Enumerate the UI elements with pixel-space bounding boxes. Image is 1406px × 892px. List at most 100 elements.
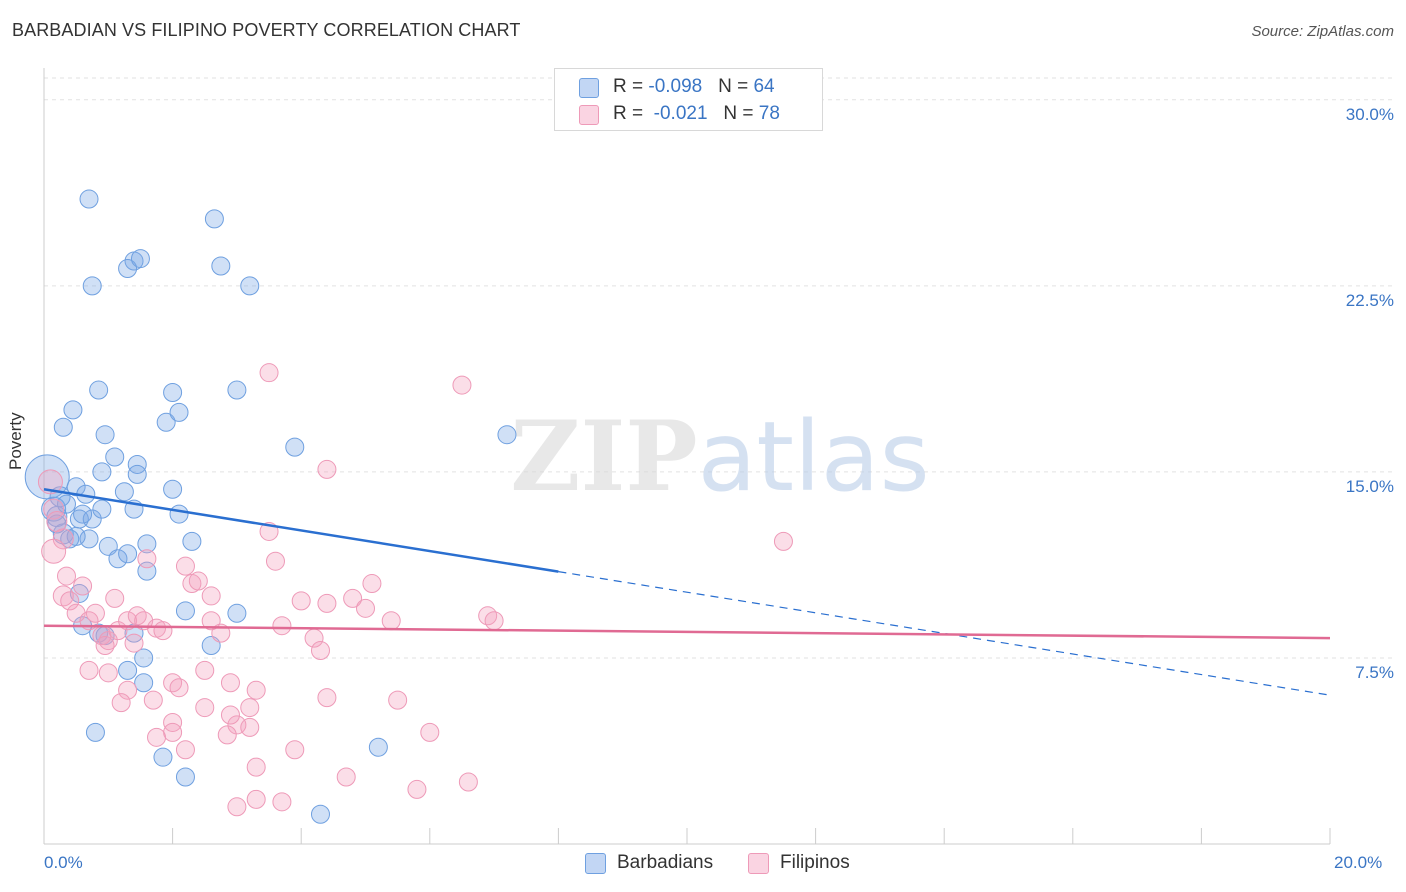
point-filipinos-67 [285,740,305,760]
point-filipinos-24 [201,586,221,606]
point-barbadians-41 [285,437,305,457]
bottom-legend-label-filipinos: Filipinos [780,852,850,873]
point-filipinos-40 [317,459,337,479]
point-filipinos-37 [310,641,330,661]
point-filipinos-55 [246,680,266,700]
legend-stat-barbadians: R = -0.098 N = 64 [613,76,775,97]
point-barbadians-22 [118,544,138,564]
point-barbadians-36 [182,531,202,551]
point-filipinos-33 [356,598,375,618]
y-axis-label: Poverty [6,412,25,470]
point-filipinos-50 [169,678,189,698]
axes [43,68,1331,845]
point-filipinos-56 [240,698,260,718]
point-filipinos-70 [388,690,408,710]
point-filipinos-23 [188,571,208,591]
point-filipinos-47 [111,693,131,713]
point-barbadians-29 [114,482,134,502]
legend-n-filipinos: 78 [758,103,780,124]
point-filipinos-11 [85,603,105,623]
point-barbadians-35 [169,504,189,524]
point-filipinos-62 [240,717,260,737]
point-barbadians-14 [82,276,102,296]
point-barbadians-7 [63,400,83,420]
point-filipinos-68 [317,688,337,708]
legend-swatch-blue [579,78,599,98]
point-filipinos-6 [52,585,74,607]
point-barbadians-38 [211,256,231,276]
point-filipinos-59 [163,722,183,742]
point-filipinos-75 [95,636,115,656]
point-barbadians-16 [92,499,112,519]
point-filipinos-66 [272,792,292,812]
point-filipinos-9 [73,576,93,596]
point-filipinos-46 [118,680,138,700]
point-filipinos-44 [79,660,99,680]
point-filipinos-4 [41,538,67,564]
y-tick-label-0: 7.5% [1355,662,1394,682]
point-filipinos-30 [291,591,311,611]
point-filipinos-58 [163,712,183,732]
point-filipinos-76 [153,621,173,641]
legend: R = -0.098 N = 64 R = -0.021 N = 78 [554,68,823,131]
point-filipinos-52 [195,660,215,680]
bottom-legend-label-barbadians: Barbadians [617,852,714,873]
point-filipinos-72 [420,722,440,742]
point-filipinos-14 [105,588,125,608]
point-filipinos-63 [246,757,266,777]
point-filipinos-73 [458,772,478,792]
point-barbadians-39 [240,276,260,296]
point-barbadians-5 [57,494,77,514]
point-filipinos-29 [272,616,292,636]
point-barbadians-58 [310,804,330,824]
point-barbadians-51 [175,601,195,621]
trend-lines [43,488,1331,696]
legend-r-filipinos: -0.021 [653,103,708,124]
chart-source: Source: ZipAtlas.com [1251,23,1394,40]
point-filipinos-34 [362,574,382,594]
gridlines [44,77,1393,659]
point-barbadians-62 [66,526,86,546]
point-barbadians-60 [73,504,93,524]
point-barbadians-13 [79,189,99,209]
y-tick-label-3: 30.0% [1345,104,1394,124]
point-filipinos-39 [452,375,472,395]
point-barbadians-12 [82,509,102,529]
trend-barbadians-solid [43,488,559,573]
point-barbadians-32 [163,383,183,403]
point-barbadians-40 [227,380,247,400]
point-filipinos-60 [147,727,167,747]
legend-n-barbadians: 64 [753,76,775,97]
point-filipinos-32 [343,588,363,608]
point-barbadians-52 [227,603,247,623]
legend-stat-filipinos: R = -0.021 N = 78 [613,103,780,124]
point-barbadians-55 [153,747,173,767]
point-filipinos-71 [407,779,427,799]
point-filipinos-41 [478,606,498,626]
point-barbadians-17 [92,462,112,482]
point-barbadians-21 [108,549,128,569]
point-filipinos-64 [246,789,266,809]
data-points [24,189,793,824]
point-filipinos-27 [265,551,285,571]
point-filipinos-17 [127,606,147,626]
point-barbadians-50 [134,673,154,693]
point-barbadians-28 [127,464,147,484]
point-filipinos-1 [43,498,65,520]
point-barbadians-34 [163,479,183,499]
point-barbadians-18 [95,425,115,445]
point-filipinos-43 [773,531,793,551]
point-filipinos-0 [37,469,63,495]
bottom-legend-swatch-blue [585,853,606,874]
trend-barbadians-dashed [558,571,1331,696]
point-barbadians-33 [169,402,189,422]
point-filipinos-42 [484,611,504,631]
point-barbadians-25 [118,258,138,278]
point-barbadians-37 [204,209,224,229]
point-barbadians-27 [127,454,147,474]
point-filipinos-19 [137,549,157,569]
point-filipinos-51 [195,698,215,718]
watermark: ZIPatlas [510,400,929,513]
point-filipinos-74 [124,633,144,653]
